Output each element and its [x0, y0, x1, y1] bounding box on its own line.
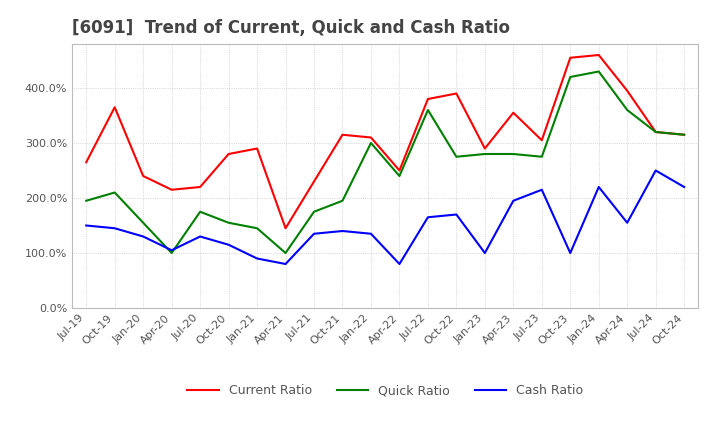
Current Ratio — [452, 91, 461, 96]
Cash Ratio — [480, 250, 489, 256]
Current Ratio — [480, 146, 489, 151]
Cash Ratio — [366, 231, 375, 236]
Current Ratio — [652, 129, 660, 135]
Text: [6091]  Trend of Current, Quick and Cash Ratio: [6091] Trend of Current, Quick and Cash … — [72, 19, 510, 37]
Quick Ratio — [480, 151, 489, 157]
Cash Ratio — [509, 198, 518, 203]
Quick Ratio — [423, 107, 432, 113]
Current Ratio — [566, 55, 575, 60]
Quick Ratio — [652, 129, 660, 135]
Quick Ratio — [139, 220, 148, 225]
Current Ratio — [82, 160, 91, 165]
Cash Ratio — [282, 261, 290, 267]
Cash Ratio — [680, 184, 688, 190]
Quick Ratio — [395, 173, 404, 179]
Quick Ratio — [680, 132, 688, 137]
Cash Ratio — [139, 234, 148, 239]
Quick Ratio — [595, 69, 603, 74]
Current Ratio — [282, 226, 290, 231]
Cash Ratio — [338, 228, 347, 234]
Current Ratio — [167, 187, 176, 192]
Cash Ratio — [566, 250, 575, 256]
Cash Ratio — [253, 256, 261, 261]
Cash Ratio — [452, 212, 461, 217]
Line: Quick Ratio: Quick Ratio — [86, 71, 684, 253]
Current Ratio — [139, 173, 148, 179]
Cash Ratio — [595, 184, 603, 190]
Quick Ratio — [282, 250, 290, 256]
Cash Ratio — [537, 187, 546, 192]
Quick Ratio — [225, 220, 233, 225]
Current Ratio — [509, 110, 518, 115]
Cash Ratio — [225, 242, 233, 247]
Line: Current Ratio: Current Ratio — [86, 55, 684, 228]
Current Ratio — [110, 105, 119, 110]
Quick Ratio — [167, 250, 176, 256]
Quick Ratio — [310, 209, 318, 214]
Current Ratio — [423, 96, 432, 102]
Current Ratio — [338, 132, 347, 137]
Current Ratio — [225, 151, 233, 157]
Quick Ratio — [452, 154, 461, 159]
Quick Ratio — [338, 198, 347, 203]
Quick Ratio — [537, 154, 546, 159]
Quick Ratio — [196, 209, 204, 214]
Quick Ratio — [623, 107, 631, 113]
Cash Ratio — [623, 220, 631, 225]
Cash Ratio — [652, 168, 660, 173]
Cash Ratio — [167, 248, 176, 253]
Cash Ratio — [423, 215, 432, 220]
Cash Ratio — [395, 261, 404, 267]
Current Ratio — [253, 146, 261, 151]
Current Ratio — [680, 132, 688, 137]
Current Ratio — [310, 179, 318, 184]
Legend: Current Ratio, Quick Ratio, Cash Ratio: Current Ratio, Quick Ratio, Cash Ratio — [182, 379, 588, 402]
Quick Ratio — [566, 74, 575, 80]
Quick Ratio — [366, 140, 375, 146]
Line: Cash Ratio: Cash Ratio — [86, 171, 684, 264]
Current Ratio — [595, 52, 603, 58]
Current Ratio — [623, 88, 631, 93]
Cash Ratio — [110, 226, 119, 231]
Quick Ratio — [253, 226, 261, 231]
Current Ratio — [196, 184, 204, 190]
Quick Ratio — [509, 151, 518, 157]
Current Ratio — [366, 135, 375, 140]
Current Ratio — [537, 138, 546, 143]
Cash Ratio — [196, 234, 204, 239]
Cash Ratio — [310, 231, 318, 236]
Cash Ratio — [82, 223, 91, 228]
Quick Ratio — [110, 190, 119, 195]
Current Ratio — [395, 168, 404, 173]
Quick Ratio — [82, 198, 91, 203]
